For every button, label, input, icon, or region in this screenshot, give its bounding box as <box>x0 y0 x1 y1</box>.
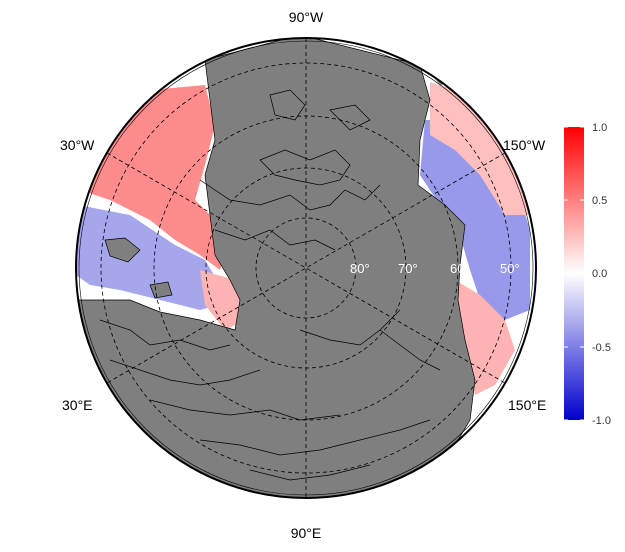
field-patch <box>430 82 532 215</box>
longitude-label-top: 90°W <box>289 9 324 25</box>
latitude-circle-50 <box>100 62 512 474</box>
island <box>105 238 140 262</box>
longitude-label-lower-left: 30°E <box>62 397 93 413</box>
latitude-label: 70° <box>398 261 418 276</box>
colorbar: 1.0 0.5 0.0 -0.5 -1.0 <box>564 122 611 427</box>
colorbar-tick-label: -1.0 <box>592 415 611 427</box>
longitude-label-lower-right: 150°E <box>508 397 546 413</box>
map-border <box>75 37 537 499</box>
island <box>150 282 172 298</box>
latitude-label: 80° <box>350 261 370 276</box>
map-border-inner <box>78 40 534 496</box>
colorbar-tick-label: 0.0 <box>592 268 607 280</box>
colorbar-tick-label: -0.5 <box>592 342 611 354</box>
longitude-label-upper-left: 30°W <box>60 137 95 153</box>
colorbar-tick-labels: 1.0 0.5 0.0 -0.5 -1.0 <box>592 122 611 427</box>
graticule <box>100 38 512 498</box>
colorbar-gradient <box>564 127 584 420</box>
polar-map <box>75 37 537 499</box>
land-mass <box>78 38 475 498</box>
longitude-labels: 90°W 30°W 150°W 30°E 150°E 90°E <box>60 9 546 541</box>
colorbar-ticks <box>564 126 584 421</box>
latitude-label: 50° <box>500 261 520 276</box>
longitude-label-bottom: 90°E <box>291 525 322 541</box>
latitude-labels: 80° 70° 60° 50° <box>350 261 520 276</box>
longitude-label-upper-right: 150°W <box>503 137 546 153</box>
colorbar-tick-label: 1.0 <box>592 122 607 134</box>
field-patch <box>76 205 235 310</box>
latitude-label: 60° <box>450 261 470 276</box>
colorbar-tick-label: 0.5 <box>592 195 607 207</box>
